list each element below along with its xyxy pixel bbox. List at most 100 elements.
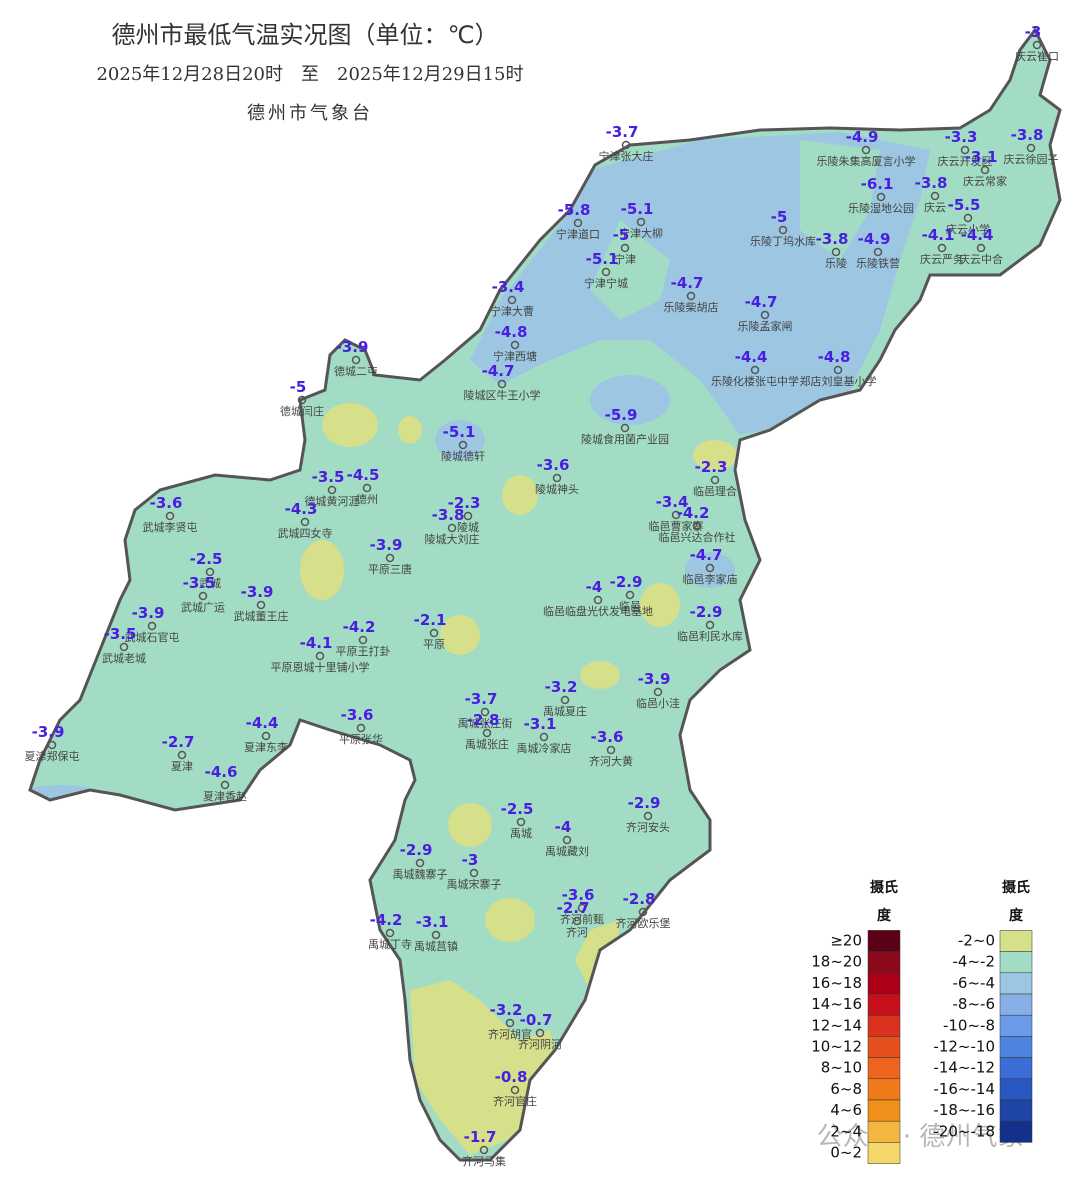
station-dot <box>1032 40 1042 50</box>
legend-label: -2~0 <box>958 932 995 950</box>
station-dot <box>165 511 175 521</box>
station-dot <box>876 192 886 202</box>
station-name: 齐河安头 <box>626 820 670 834</box>
station-dot <box>671 510 681 520</box>
station-dot <box>480 707 490 717</box>
legend-swatch <box>999 1078 1033 1101</box>
station-name: 德城二屯 <box>334 364 378 378</box>
station-dot <box>351 355 361 365</box>
legend-swatch <box>999 1099 1033 1122</box>
station-dot <box>147 621 157 631</box>
station-dot <box>297 395 307 405</box>
station-name: 武城石官屯 <box>125 630 180 644</box>
station-dot <box>861 145 871 155</box>
station-name: 陵城食用菌产业园 <box>581 432 669 446</box>
station-value: -5.1 <box>621 200 654 218</box>
station-value: -5.1 <box>586 250 619 268</box>
station-name: 禹城莒镇 <box>414 939 458 953</box>
station-value: -3.1 <box>416 913 449 931</box>
station-dot <box>220 780 230 790</box>
station-value: -1.7 <box>464 1128 497 1146</box>
station-dot <box>976 243 986 253</box>
station-dot <box>686 291 696 301</box>
station-dot <box>593 595 603 605</box>
legend-swatch <box>999 1036 1033 1058</box>
station-name: 乐陵丁坞水库 <box>750 234 816 248</box>
station-dot <box>447 523 457 533</box>
station-dot <box>47 740 57 750</box>
station-value: -6.1 <box>861 175 894 193</box>
station-value: -3.8 <box>816 230 849 248</box>
station-dot <box>1026 143 1036 153</box>
legend-swatch <box>867 1099 901 1122</box>
station-name: 乐陵化楼张屯中学 <box>711 374 799 388</box>
station-value: -3.5 <box>183 574 216 592</box>
station-name: 禹城宋寨子 <box>447 877 502 891</box>
station-value: -2.3 <box>695 458 728 476</box>
station-name: 武城老城 <box>102 652 146 665</box>
station-name: 德城黄河涯 <box>305 494 360 508</box>
station-name: 武城董王庄 <box>234 609 289 623</box>
station-name: 齐河 <box>566 925 588 939</box>
station-name: 宁津大曹 <box>490 304 534 318</box>
station-value: -4.8 <box>495 323 528 341</box>
station-value: -3 <box>1025 23 1042 41</box>
station-value: -3.9 <box>336 338 369 356</box>
station-value: -2.5 <box>501 800 534 818</box>
legend-label: 2~4 <box>830 1122 862 1140</box>
station-dot <box>873 247 883 257</box>
station-value: -3.8 <box>915 174 948 192</box>
station-dot <box>937 243 947 253</box>
station-dot <box>177 750 187 760</box>
station-value: -3.9 <box>241 583 274 601</box>
station-name: 平原恩城十里铺小学 <box>271 660 370 674</box>
station-value: -5.8 <box>558 201 591 219</box>
station-dot <box>415 858 425 868</box>
station-dot <box>256 600 266 610</box>
legend-swatch <box>999 951 1033 974</box>
station-value: -4.5 <box>347 466 380 484</box>
legend-label: -6~-4 <box>953 974 995 992</box>
station-name: 庆云 <box>924 200 946 214</box>
station-name: 庆云中合 <box>959 252 1003 266</box>
legend-swatch <box>999 1014 1033 1037</box>
station-name: 宁津道口 <box>556 227 600 241</box>
station-value: -2.5 <box>190 550 223 568</box>
station-dot <box>638 907 648 917</box>
station-value: -3.6 <box>591 728 624 746</box>
station-value: -3.2 <box>545 678 578 696</box>
station-value: -4.1 <box>922 226 955 244</box>
station-name: 武城广运 <box>181 601 225 614</box>
station-dot <box>205 567 215 577</box>
legend-label: 18~20 <box>811 953 862 971</box>
station-value: -4.7 <box>482 362 515 380</box>
station-name: 庆云严务 <box>920 252 964 266</box>
station-dot <box>385 928 395 938</box>
legend-label: ≥20 <box>830 932 862 950</box>
station-name: 齐河前甄 <box>560 912 604 926</box>
legend-swatch <box>867 930 901 952</box>
station-name: 武城 <box>199 577 221 590</box>
station-name: 临邑兴达合作社 <box>659 530 736 544</box>
station-value: -4.4 <box>246 714 279 732</box>
station-value: -4 <box>586 578 603 596</box>
station-dot <box>710 475 720 485</box>
station-value: -3.1 <box>524 715 557 733</box>
station-value: -5.1 <box>443 423 476 441</box>
legend-swatch <box>867 1057 901 1080</box>
station-value: -4.3 <box>285 500 318 518</box>
station-name: 禹城丁寺 <box>368 938 412 951</box>
station-dot <box>356 723 366 733</box>
station-name: 夏津 <box>171 760 193 773</box>
station-value: -2.9 <box>690 603 723 621</box>
station-value: -2.9 <box>400 841 433 859</box>
station-value: -4.2 <box>370 911 403 929</box>
station-value: -4.8 <box>818 348 851 366</box>
station-dot <box>431 930 441 940</box>
station-name: 齐河官庄 <box>493 1094 537 1108</box>
station-value: -3.6 <box>150 494 183 512</box>
station-name: 齐河大黄 <box>589 754 633 768</box>
station-name: 陵城 <box>457 521 479 534</box>
legend-label: -20~-18 <box>933 1122 995 1140</box>
